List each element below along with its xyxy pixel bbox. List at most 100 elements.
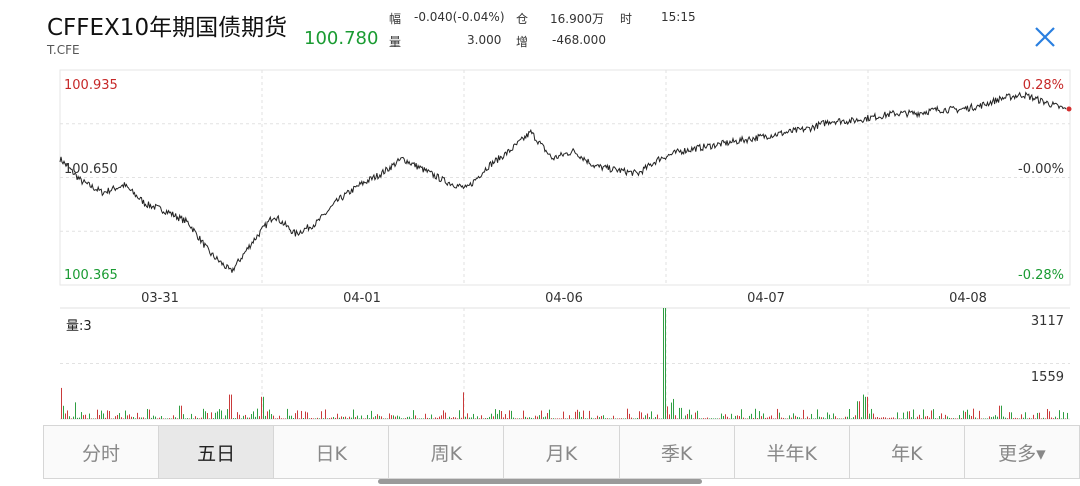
volume-bar bbox=[715, 418, 716, 419]
volume-bar bbox=[245, 414, 246, 419]
volume-bar bbox=[977, 418, 978, 419]
time-label: 时 bbox=[620, 12, 633, 26]
volume-bar bbox=[619, 418, 620, 419]
volume-bar bbox=[95, 418, 96, 419]
home-indicator[interactable] bbox=[378, 479, 702, 484]
tab-intraday[interactable]: 分时 bbox=[44, 426, 160, 478]
volume-bar bbox=[309, 418, 310, 419]
volume-bar bbox=[643, 417, 644, 419]
volume-bar bbox=[837, 418, 838, 419]
volume-bar bbox=[345, 416, 346, 419]
volume-bar bbox=[493, 416, 494, 419]
volume-bar bbox=[1061, 418, 1062, 419]
volume-bar bbox=[343, 416, 344, 419]
volume-bar bbox=[813, 418, 814, 419]
volume-bar bbox=[679, 407, 680, 419]
volume-bar bbox=[745, 418, 746, 419]
volume-bar bbox=[1033, 414, 1034, 419]
volume-bar bbox=[457, 418, 458, 419]
volume-bar bbox=[193, 418, 194, 419]
volume-bar bbox=[367, 414, 368, 419]
volume-bar bbox=[233, 418, 234, 419]
pct-max-label: 0.28% bbox=[1023, 78, 1064, 93]
volume-bar bbox=[465, 416, 466, 419]
volume-bar bbox=[965, 411, 966, 419]
volume-bar bbox=[111, 418, 112, 419]
tab-more[interactable]: 更多▾ bbox=[964, 426, 1079, 478]
volume-bar bbox=[253, 411, 254, 419]
volume-bar bbox=[863, 394, 864, 419]
volume-bar bbox=[455, 417, 456, 419]
volume-bar bbox=[733, 418, 734, 419]
volume-bar bbox=[249, 417, 250, 419]
tab-five-day[interactable]: 五日 bbox=[159, 426, 275, 478]
tab-monthly-k[interactable]: 月K bbox=[504, 426, 620, 478]
volume-bar bbox=[209, 418, 210, 419]
volume-bar bbox=[305, 411, 306, 419]
volume-bar bbox=[289, 415, 290, 419]
volume-bar bbox=[771, 415, 772, 419]
volume-bar bbox=[321, 411, 322, 419]
volume-bar bbox=[923, 409, 924, 419]
volume-bar bbox=[109, 411, 110, 419]
volume-bar bbox=[151, 417, 152, 419]
volume-bar bbox=[739, 416, 740, 419]
volume-bar bbox=[135, 418, 136, 419]
open-interest-value: 16.900万 bbox=[550, 12, 604, 26]
volume-bar bbox=[919, 414, 920, 419]
volume-bar bbox=[255, 416, 256, 419]
volume-bar bbox=[275, 418, 276, 419]
volume-bar bbox=[785, 418, 786, 419]
volume-bar bbox=[849, 408, 850, 419]
volume-bar bbox=[85, 414, 86, 419]
volume-bar bbox=[883, 417, 884, 419]
volume-bar bbox=[301, 410, 302, 419]
volume-bar bbox=[981, 418, 982, 419]
volume-bar bbox=[341, 416, 342, 419]
volume-bar bbox=[605, 418, 606, 419]
volume-bar bbox=[499, 410, 500, 419]
volume-label: 量 bbox=[389, 35, 402, 49]
volume-bar bbox=[505, 414, 506, 419]
volume-bar bbox=[369, 418, 370, 419]
volume-bar bbox=[123, 418, 124, 419]
volume-bar bbox=[283, 418, 284, 419]
volume-bar bbox=[823, 417, 824, 419]
volume-bar bbox=[439, 416, 440, 419]
volume-bar bbox=[399, 416, 400, 419]
volume-bar bbox=[725, 414, 726, 419]
volume-bar bbox=[859, 401, 860, 419]
last-price: 100.780 bbox=[304, 28, 379, 49]
volume-bar bbox=[551, 418, 552, 419]
volume-bar bbox=[889, 417, 890, 419]
volume-value: 3.000 bbox=[467, 33, 502, 47]
volume-bar bbox=[901, 418, 902, 419]
volume-bar bbox=[131, 416, 132, 419]
close-button[interactable] bbox=[1030, 22, 1060, 52]
volume-bar bbox=[949, 417, 950, 419]
volume-bar bbox=[913, 409, 914, 419]
volume-bar bbox=[69, 416, 70, 419]
tab-half-year-k[interactable]: 半年K bbox=[734, 426, 850, 478]
volume-bar bbox=[381, 416, 382, 419]
volume-bar bbox=[281, 418, 282, 419]
volume-bar bbox=[743, 417, 744, 419]
page-title: CFFEX10年期国债期货 bbox=[47, 15, 288, 41]
volume-bar bbox=[429, 418, 430, 419]
volume-bar bbox=[983, 418, 984, 419]
volume-bar bbox=[881, 417, 882, 419]
volume-bar bbox=[683, 418, 684, 419]
tab-weekly-k[interactable]: 周K bbox=[389, 426, 505, 478]
volume-bar bbox=[577, 409, 578, 419]
volume-bar bbox=[363, 418, 364, 419]
tab-daily-k[interactable]: 日K bbox=[274, 426, 390, 478]
volume-bar bbox=[529, 417, 530, 419]
tab-quarterly-k[interactable]: 季K bbox=[619, 426, 735, 478]
volume-bar bbox=[559, 418, 560, 419]
volume-bar bbox=[217, 411, 218, 419]
tab-yearly-k[interactable]: 年K bbox=[849, 426, 965, 478]
volume-bar bbox=[71, 418, 72, 419]
volume-bar bbox=[555, 418, 556, 419]
volume-bar bbox=[451, 418, 452, 419]
volume-bar bbox=[161, 416, 162, 419]
